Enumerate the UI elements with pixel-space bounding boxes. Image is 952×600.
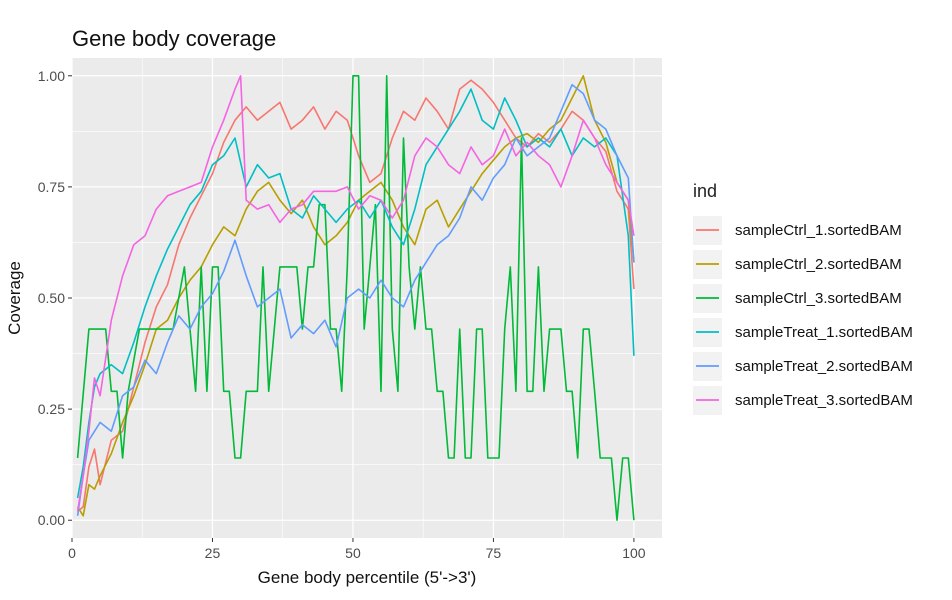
axes: 0 25 50 75 100 0.00 0.25 0.50 0.75 1.00: [38, 68, 646, 561]
legend-label: sampleCtrl_2.sortedBAM: [735, 256, 902, 273]
y-tick-label: 0.75: [38, 179, 65, 195]
y-tick-label: 0.00: [38, 512, 65, 528]
legend-label: sampleCtrl_1.sortedBAM: [735, 222, 902, 239]
x-tick-label: 25: [205, 545, 221, 561]
legend-label: sampleTreat_2.sortedBAM: [735, 358, 913, 375]
series-line-3: [76, 75, 635, 522]
x-tick-label: 100: [622, 545, 646, 561]
series-line-4: [76, 88, 635, 499]
x-tick-label: 50: [345, 545, 361, 561]
series-line-6: [76, 75, 635, 512]
series-lines: [76, 75, 635, 522]
legend-label: sampleCtrl_3.sortedBAM: [735, 290, 902, 307]
series-line-1: [77, 79, 635, 512]
grid-lines: [71, 58, 662, 538]
series-line-2: [76, 75, 635, 517]
y-tick-label: 1.00: [38, 68, 65, 84]
y-tick-label: 0.50: [38, 290, 65, 306]
x-axis-label: Gene body percentile (5'->3'): [258, 568, 477, 587]
legend-title: ind: [693, 181, 717, 201]
chart-title: Gene body coverage: [72, 26, 276, 51]
series-line-5: [76, 83, 635, 516]
legend: ind sampleCtrl_1.sortedBAM sampleCtrl_2.s…: [693, 181, 913, 415]
legend-label: sampleTreat_3.sortedBAM: [735, 392, 913, 409]
y-axis-label: Coverage: [5, 261, 24, 335]
x-tick-label: 0: [68, 545, 76, 561]
x-tick-label: 75: [486, 545, 502, 561]
legend-label: sampleTreat_1.sortedBAM: [735, 324, 913, 341]
y-tick-label: 0.25: [38, 401, 65, 417]
